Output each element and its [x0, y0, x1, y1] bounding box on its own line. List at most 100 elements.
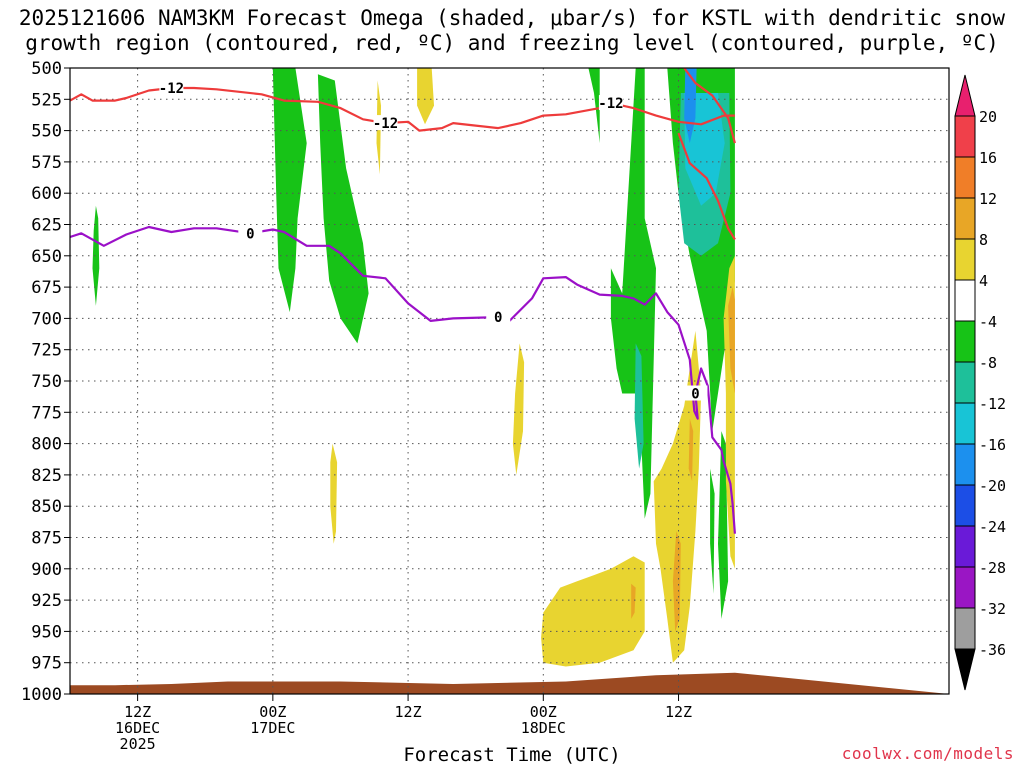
colorbar-label-3: 8: [979, 231, 988, 249]
colorbar-box-10: [954, 484, 976, 527]
colorbar-label-12: -32: [979, 600, 1006, 618]
omega-region-1: [317, 74, 369, 344]
x-tick-label-12-2: 16DEC: [115, 719, 160, 737]
contour-label-3-2: 0: [691, 387, 699, 403]
colorbar-label-13: -36: [979, 641, 1006, 659]
contour-label-bg-3-2: [683, 385, 708, 401]
omega-region-21: [688, 418, 694, 482]
title-line-2: growth region (contoured, red, ºC) and f…: [25, 31, 999, 55]
x-tick-label-12-1: 12Z: [124, 703, 151, 721]
contour-label-bg-0-1: [373, 115, 398, 131]
y-tick-label-575: 575: [31, 153, 62, 173]
colorbar-box-6: [954, 320, 976, 363]
omega-region-16: [541, 556, 645, 667]
contour-label-0-2: -12: [598, 96, 623, 112]
omega-region-3: [588, 68, 600, 144]
y-tick-label-525: 525: [31, 90, 62, 110]
colorbar-box-9: [954, 443, 976, 486]
y-axis: 500 525 550 575 600 625 650 675 700 725 750 775 800 8…: [21, 59, 70, 705]
colorbar-label-6: -8: [979, 354, 997, 372]
omega-region-0: [272, 68, 307, 313]
chart-title: 2025121606 NAM3KM Forecast Omega (shaded…: [0, 6, 1024, 56]
colorbar-box-12: [954, 566, 976, 609]
plot-frame: [69, 67, 950, 695]
x-tick-label-48-2: 18DEC: [521, 719, 566, 737]
y-tick-label-500: 500: [31, 59, 62, 79]
contour-line-3: [70, 225, 736, 534]
colorbar-box-3: [954, 197, 976, 240]
y-tick-label-625: 625: [31, 216, 62, 236]
omega-region-20: [672, 531, 681, 632]
y-tick-label-925: 925: [31, 591, 62, 611]
contour-label-bg-3-1: [486, 309, 511, 325]
colorbar-label-1: 16: [979, 149, 997, 167]
colorbar-label-8: -16: [979, 436, 1006, 454]
y-tick-label-1000: 1000: [21, 685, 62, 705]
omega-region-17: [653, 330, 702, 663]
omega-region-12: [417, 68, 434, 125]
y-tick-label-825: 825: [31, 466, 62, 486]
colorbar-box-5: [954, 279, 976, 322]
y-tick-label-675: 675: [31, 278, 62, 298]
contour-label-bg-0-2: [598, 95, 623, 111]
contour-label-bg-3-0: [238, 225, 263, 241]
credit-link[interactable]: coolwx.com/models: [841, 744, 1014, 763]
colorbar-label-11: -28: [979, 559, 1006, 577]
omega-shading: [92, 68, 735, 667]
y-tick-label-725: 725: [31, 341, 62, 361]
omega-region-4: [610, 68, 656, 519]
colorbar-label-9: -20: [979, 477, 1006, 495]
y-tick-label-650: 650: [31, 247, 62, 267]
title-line-1: 2025121606 NAM3KM Forecast Omega (shaded…: [18, 6, 1006, 30]
grid-lines: [70, 68, 949, 694]
colorbar-label-5: -4: [979, 313, 997, 331]
y-tick-label-975: 975: [31, 654, 62, 674]
colorbar: 20 16 12 8 4 -4 -8 -12 -16 -20 -24 -28 -32 -36: [954, 74, 1006, 691]
colorbar-box-13: [954, 607, 976, 650]
omega-region-9: [634, 343, 644, 469]
colorbar-box-1: [954, 115, 976, 158]
x-tick-label-24-1: 00Z: [259, 703, 286, 721]
terrain-fill: [70, 672, 949, 694]
y-tick-label-775: 775: [31, 403, 62, 423]
colorbar-box-7: [954, 361, 976, 404]
colorbar-box-2: [954, 156, 976, 199]
x-tick-label-24-2: 17DEC: [250, 719, 295, 737]
y-tick-label-700: 700: [31, 309, 62, 329]
colorbar-box-11: [954, 525, 976, 568]
omega-region-2: [92, 205, 100, 306]
colorbar-label-10: -24: [979, 518, 1006, 536]
y-tick-label-850: 850: [31, 497, 62, 517]
y-tick-label-550: 550: [31, 122, 62, 142]
x-tick-label-12-3: 2025: [120, 735, 156, 753]
colorbar-label-7: -12: [979, 395, 1006, 413]
x-tick-label-36-1: 12Z: [395, 703, 422, 721]
contour-line-1: [683, 68, 736, 144]
terrain-polygon: [70, 672, 949, 694]
contour-label-3-0: 0: [246, 226, 254, 242]
colorbar-label-0: 20: [979, 108, 997, 126]
contour-label-3-1: 0: [494, 310, 502, 326]
y-tick-label-750: 750: [31, 372, 62, 392]
contour-line-2: [677, 132, 736, 241]
x-tick-label-60-1: 12Z: [665, 703, 692, 721]
omega-region-15: [512, 343, 525, 475]
contour-label-0-1: -12: [373, 116, 398, 132]
colorbar-box-8: [954, 402, 976, 445]
colorbar-label-2: 12: [979, 190, 997, 208]
omega-region-7: [718, 431, 729, 619]
omega-region-22: [631, 583, 636, 619]
x-tick-label-48-1: 00Z: [530, 703, 557, 721]
omega-region-14: [330, 443, 338, 544]
temperature-contours: -12 -12 -12 0 0 0: [70, 68, 736, 534]
contour-line-0: [70, 86, 735, 132]
contour-label-bg-0-0: [159, 80, 184, 96]
y-tick-label-800: 800: [31, 435, 62, 455]
y-tick-label-950: 950: [31, 622, 62, 642]
colorbar-label-4: 4: [979, 272, 988, 290]
colorbar-top-arrow: [954, 74, 976, 117]
omega-region-19: [728, 287, 735, 394]
y-tick-label-875: 875: [31, 529, 62, 549]
